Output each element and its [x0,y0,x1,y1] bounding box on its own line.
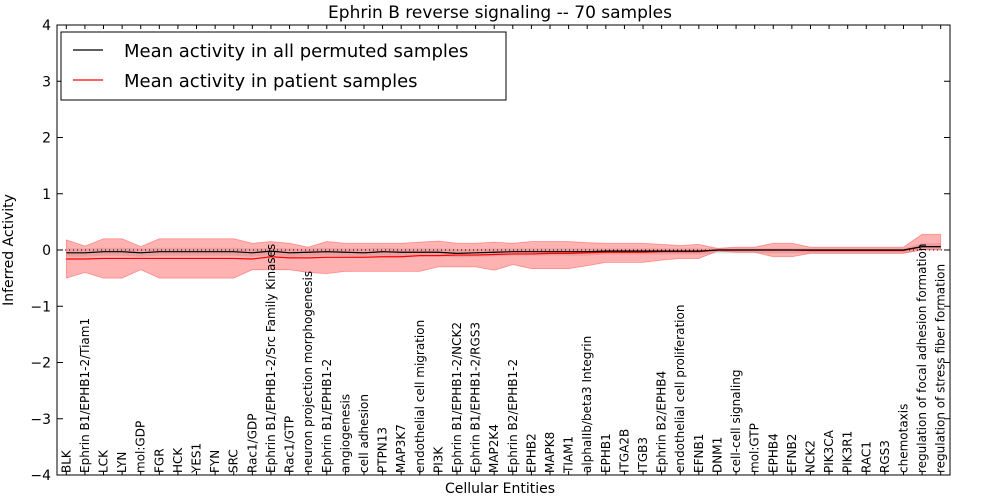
x-tick-label: regulation of stress fiber formation [934,264,948,473]
x-tick-label: RAC1 [859,441,873,473]
x-tick-label: regulation of focal adhesion formation [915,244,929,473]
x-tick-label: SRC [227,449,241,473]
x-tick-label: FYN [208,450,222,473]
x-tick-label: TIAM1 [562,436,576,474]
x-tick-label: MAP3K7 [394,424,408,473]
x-tick-label: endothelial cell migration [413,320,427,473]
x-tick-label: alphaIIb/beta3 Integrin [580,336,594,473]
permuted-range-band [66,243,941,258]
x-tick-label: mol:GTP [748,423,762,473]
y-tick-label: −1 [30,299,51,315]
legend: Mean activity in all permuted samples Mea… [60,31,507,101]
x-tick-label: neuron projection morphogenesis [301,271,315,473]
x-tick-label: ITGA2B [617,429,631,473]
chart-title: Ephrin B reverse signaling -- 70 samples [328,3,672,23]
x-tick-label: Ephrin B1/EPHB1-2 [320,359,334,473]
y-tick-label: −2 [30,356,51,372]
x-tick-label: MAP2K4 [487,424,501,473]
series-line-permuted [66,246,941,254]
x-tick-label: Rac1/GTP [283,416,297,473]
y-axis-label: Inferred Activity [1,194,17,306]
x-tick-label: Ephrin B1/EPHB1-2/Src Family Kinases [264,244,278,473]
x-tick-label: RGS3 [878,440,892,473]
y-tick-label: −3 [30,412,51,428]
x-tick-label: Rac1/GDP [245,414,259,473]
legend-box [60,31,507,101]
y-axis: −4 −3 −2 −1 0 1 2 3 4 [30,18,950,484]
y-tick-label: 1 [42,187,51,203]
x-tick-label: YES1 [190,443,204,474]
x-tick-label: PI3K [431,446,445,473]
y-tick-label: −4 [30,468,51,484]
x-tick-label: angiogenesis [338,394,352,473]
x-tick-label: Ephrin B1/EPHB1-2/NCK2 [450,322,464,473]
x-tick-label: EPHB2 [524,433,538,473]
x-tick-label: cell adhesion [357,394,371,473]
x-tick-label: mol:GDP [134,421,148,473]
x-tick-label: EPHB4 [766,433,780,473]
legend-label-permuted: Mean activity in all permuted samples [124,41,468,62]
x-tick-label: EPHB1 [599,433,613,473]
y-tick-label: 2 [42,131,51,147]
x-tick-label: NCK2 [803,440,817,473]
y-tick-label: 4 [42,18,51,34]
x-tick-label: EFNB1 [692,434,706,473]
x-tick-label: endothelial cell proliferation [673,305,687,473]
x-tick-label: Ephrin B2/EPHB1-2 [506,359,520,473]
y-tick-label: 3 [42,74,51,90]
legend-label-patient: Mean activity in patient samples [124,71,418,92]
x-tick-label: LCK [97,449,111,473]
x-tick-label: PIK3R1 [841,431,855,473]
x-tick-label: ITGB3 [636,437,650,473]
x-tick-label: PIK3CA [822,429,836,473]
x-axis: BLK Ephrin B1/EPHB1-2/Tiam1 LCK LYN mol:GDP F… [59,25,948,475]
x-tick-label: MAPK8 [543,432,557,473]
x-tick-label: BLK [59,449,73,473]
patient-range-band [65,233,942,279]
x-tick-label: Ephrin B1/EPHB1-2/Tiam1 [78,318,92,473]
x-tick-label: HCK [171,447,185,473]
x-tick-label: Ephrin B1/EPHB1-2/RGS3 [469,322,483,473]
x-tick-label: chemotaxis [896,404,910,473]
x-tick-label: FGR [152,448,166,473]
x-axis-label: Cellular Entities [445,481,555,497]
x-tick-label: cell-cell signaling [729,370,743,474]
x-tick-label: DNM1 [710,437,724,473]
x-tick-label: PTPN13 [376,427,390,473]
x-tick-label: LYN [115,452,129,473]
x-tick-label: Ephrin B2/EPHB4 [655,371,669,473]
x-tick-label: EFNB2 [785,434,799,473]
y-tick-label: 0 [42,243,51,259]
